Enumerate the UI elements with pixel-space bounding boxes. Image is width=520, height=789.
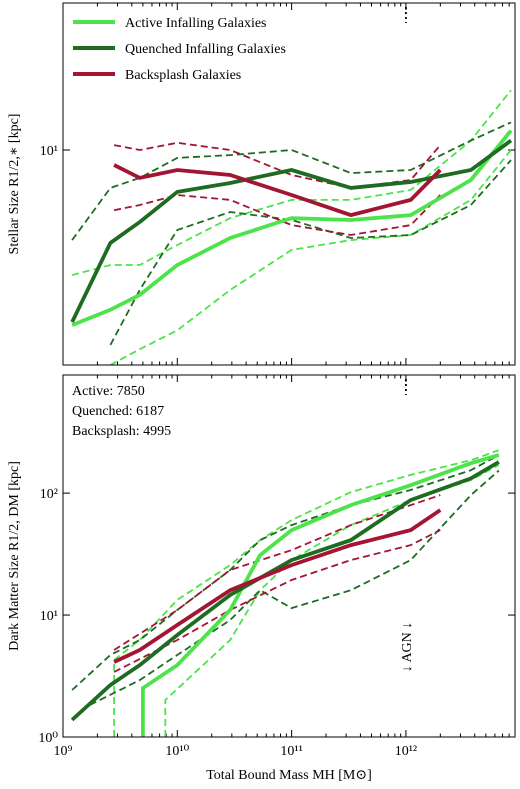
y-tick-label: 10¹	[40, 609, 58, 624]
percentile-line	[71, 89, 512, 276]
percentile-line	[113, 494, 441, 651]
median-line	[141, 453, 500, 737]
plot-frame	[62, 374, 516, 738]
legend-label: Quenched Infalling Galaxies	[125, 42, 286, 57]
y-tick-label: 10¹	[40, 144, 58, 159]
legend-label: Active Infalling Galaxies	[125, 16, 267, 31]
annotation: Active: 7850	[72, 384, 145, 399]
y-axis-label: Stellar Size R1/2,∗ [kpc]	[7, 114, 22, 255]
median-line	[113, 508, 442, 664]
percentile-line	[109, 159, 512, 346]
median-line	[71, 129, 513, 327]
percentile-line	[113, 529, 441, 673]
median-line	[113, 163, 442, 218]
x-tick-label: 10¹⁰	[165, 744, 189, 759]
y-axis-label: Dark Matter Size R1/2, DM [kpc]	[7, 461, 22, 651]
median-line	[70, 138, 513, 323]
annotation: Quenched: 6187	[72, 404, 164, 419]
annotation: Backsplash: 4995	[72, 424, 171, 439]
x-tick-label: 10¹²	[395, 744, 417, 759]
plot-frame	[62, 2, 516, 366]
percentile-line	[109, 149, 512, 365]
percentile-line	[71, 121, 512, 241]
y-tick-label: 10⁰	[38, 731, 58, 746]
annotation: ↓ AGN ↓	[400, 622, 415, 673]
median-line	[70, 460, 500, 722]
x-tick-label: 10⁹	[54, 744, 73, 759]
legend-label: Backsplash Galaxies	[125, 68, 241, 83]
x-axis-label: Total Bound Mass MH [M⊙]	[206, 768, 372, 783]
percentile-line	[89, 469, 500, 706]
y-tick-label: 10²	[40, 487, 58, 502]
percentile-line	[164, 464, 500, 737]
percentile-line	[71, 454, 500, 691]
percentile-line	[113, 449, 500, 737]
x-tick-label: 10¹¹	[280, 744, 302, 759]
